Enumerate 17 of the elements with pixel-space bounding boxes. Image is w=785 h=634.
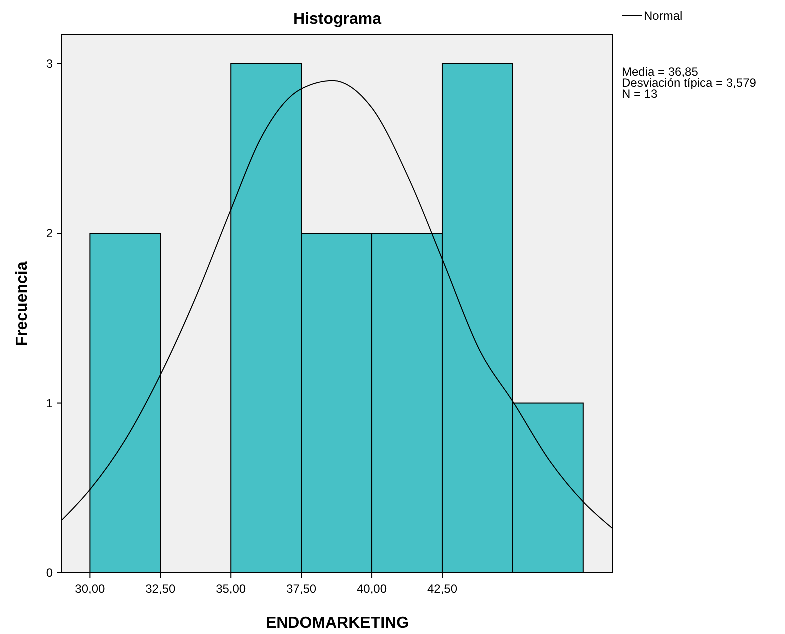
y-tick-label: 2: [46, 226, 54, 241]
chart-title: Histograma: [293, 11, 382, 28]
x-tick-label: 32,50: [146, 582, 176, 596]
y-axis-title: Frecuencia: [14, 262, 31, 346]
x-tick-label: 30,00: [75, 582, 106, 596]
y-tick-label: 1: [46, 396, 54, 410]
x-tick-label: 40,00: [357, 582, 388, 596]
y-tick-label: 3: [46, 56, 54, 71]
text: Desviación típica = 3,579: [622, 76, 757, 90]
text: Media = 36,85: [622, 65, 699, 79]
x-tick-label: 42,50: [427, 582, 458, 596]
x-axis-title: ENDOMARKETING: [266, 615, 410, 632]
legend-label: Normal: [644, 9, 683, 23]
x-tick-label: 37,50: [286, 582, 317, 596]
text: N = 13: [622, 87, 658, 101]
y-tick-label: 0: [46, 566, 54, 580]
x-tick-label: 35,00: [216, 582, 246, 596]
